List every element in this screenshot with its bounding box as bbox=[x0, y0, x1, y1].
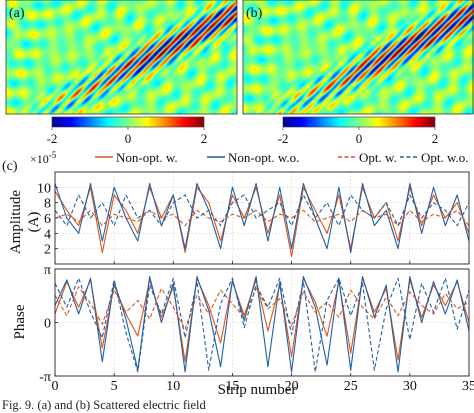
legend-label: Opt. w.o. bbox=[421, 150, 469, 165]
phase-xlabel: Strip number bbox=[218, 382, 297, 398]
panel-label-c: (c) bbox=[2, 159, 18, 174]
y-tick-label: 0 bbox=[44, 317, 51, 332]
colorbar-b-tick-mid: 0 bbox=[356, 131, 363, 146]
plot-frame bbox=[54, 268, 470, 377]
series-line-non-opt-w-o bbox=[54, 275, 470, 373]
colorbar-b: -2 0 2 bbox=[278, 116, 439, 146]
x-tick-label: 10 bbox=[166, 379, 180, 394]
y-tick-label: 4 bbox=[44, 227, 51, 242]
series-line-opt-w-o bbox=[54, 194, 470, 227]
x-tick-label: 0 bbox=[52, 379, 59, 394]
colorbar-a-tick-mid: 0 bbox=[125, 131, 132, 146]
legend-label: Opt. w. bbox=[359, 150, 397, 165]
amplitude-multiplier: ×10-5 bbox=[30, 150, 57, 166]
colorbar-a: -2 0 2 bbox=[47, 116, 208, 146]
series-line-opt-w bbox=[54, 286, 470, 330]
x-tick-label: 30 bbox=[403, 379, 417, 394]
amplitude-ylabel-unit: (A) bbox=[26, 212, 42, 233]
plot-frame bbox=[54, 171, 470, 265]
colorbar-a-tick-max: 2 bbox=[201, 131, 208, 146]
field-map-a: (a) bbox=[5, 0, 238, 115]
colorbar-b-tick-max: 2 bbox=[432, 131, 439, 146]
colorbar-a-tick-min: -2 bbox=[47, 131, 58, 146]
colorbar-b-tick-min: -2 bbox=[278, 131, 289, 146]
field-map-a-image bbox=[6, 0, 237, 114]
field-map-b: (b) bbox=[242, 0, 474, 115]
x-tick-label: 25 bbox=[344, 379, 358, 394]
y-tick-label: 2 bbox=[44, 243, 51, 258]
x-tick-label: 35 bbox=[462, 379, 474, 394]
panel-label-b: (b) bbox=[246, 6, 263, 21]
x-tick-label: 20 bbox=[285, 379, 299, 394]
phase-plot: π0-π0 5 10 15 20 25 30 35 bbox=[39, 263, 474, 394]
x-tick-label: 15 bbox=[225, 379, 239, 394]
series-line-non-opt-w-o bbox=[54, 182, 470, 254]
amplitude-ylabel: Amplitude bbox=[8, 190, 24, 255]
figure-caption: Fig. 9. (a) and (b) Scattered electric f… bbox=[2, 398, 206, 412]
x-tick-label: 5 bbox=[111, 379, 118, 394]
phase-ylabel: Phase bbox=[12, 304, 28, 339]
panel-label-a: (a) bbox=[9, 6, 25, 21]
field-map-b-image bbox=[243, 0, 474, 114]
legend-label: Non-opt. w.o. bbox=[228, 150, 299, 165]
y-tick-label: 8 bbox=[44, 197, 51, 212]
y-tick-label: 10 bbox=[37, 181, 51, 196]
y-tick-label: 6 bbox=[44, 212, 51, 227]
y-tick-label: -π bbox=[39, 370, 51, 385]
series-line-opt-w bbox=[54, 209, 470, 227]
legend-label: Non-opt. w. bbox=[116, 150, 178, 165]
y-tick-label: π bbox=[44, 263, 51, 278]
legend: Non-opt. w. Non-opt. w.o. Opt. w. Opt. w.o. bbox=[95, 150, 469, 165]
